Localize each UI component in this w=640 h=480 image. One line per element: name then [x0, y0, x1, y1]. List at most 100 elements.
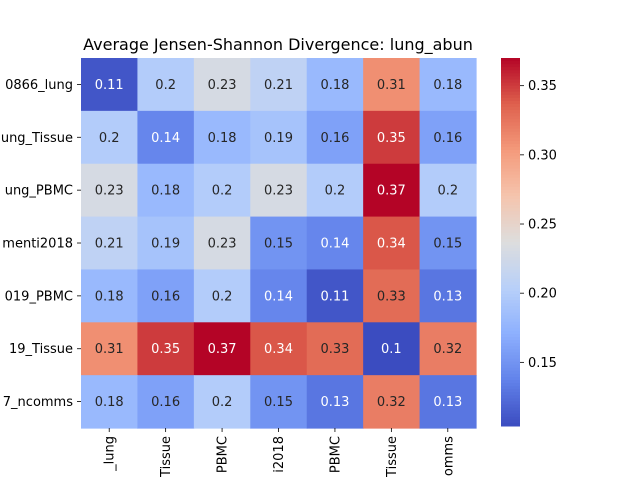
colorbar-segment	[501, 67, 520, 71]
colorbar-segment	[501, 174, 520, 179]
cell-value-label: 0.15	[433, 237, 462, 252]
colorbar-segment	[501, 159, 520, 163]
colorbar-segment	[501, 370, 520, 375]
heatmap-cell	[419, 163, 477, 218]
colorbar-segment	[501, 125, 520, 130]
cell-value-label: 0.11	[95, 78, 124, 93]
colorbar-segment	[501, 367, 520, 372]
colorbar-segment	[501, 404, 520, 409]
cell-value-label: 0.23	[208, 237, 237, 252]
colorbar-segment	[501, 153, 520, 157]
cell-value-label: 0.2	[212, 184, 233, 199]
x-tick-label: Tissue	[159, 436, 174, 478]
cell-value-label: 0.18	[151, 184, 180, 199]
colorbar-segment	[501, 361, 520, 366]
x-tick-label: i2018	[272, 436, 287, 473]
x-tick-label: PBMC	[216, 436, 231, 473]
x-tick-label: _lung	[103, 436, 118, 472]
heatmap-cell	[250, 322, 308, 376]
colorbar-segment	[501, 383, 520, 387]
cell-value-label: 0.15	[264, 237, 293, 252]
colorbar-tick-label: 0.35	[528, 79, 557, 94]
colorbar-segment	[501, 380, 520, 384]
colorbar-segment	[501, 232, 520, 237]
colorbar-segment	[501, 220, 520, 225]
colorbar-segment	[501, 128, 520, 133]
colorbar-segment	[501, 288, 520, 292]
colorbar-segment	[501, 177, 520, 182]
cell-value-label: 0.23	[264, 184, 293, 199]
colorbar-segment	[501, 312, 520, 317]
colorbar-segment	[501, 248, 520, 252]
heatmap-cell	[250, 163, 308, 218]
colorbar-segment	[501, 321, 520, 326]
colorbar-segment	[501, 318, 520, 323]
cell-value-label: 0.2	[212, 289, 233, 304]
heatmap-cell	[363, 163, 421, 218]
colorbar-segment	[501, 419, 520, 424]
heatmap-cell	[363, 110, 421, 165]
cell-value-label: 0.11	[320, 289, 349, 304]
cell-value-label: 0.18	[95, 289, 124, 304]
colorbar-segment	[501, 235, 520, 240]
cell-value-label: 0.33	[320, 342, 349, 357]
colorbar-segment	[501, 146, 520, 151]
cell-value-label: 0.34	[377, 237, 406, 252]
colorbar-segment	[501, 389, 520, 393]
colorbar-segment	[501, 76, 520, 80]
cell-value-label: 0.2	[437, 184, 458, 199]
colorbar-segment	[501, 358, 520, 363]
colorbar-segment	[501, 122, 520, 126]
colorbar-segment	[501, 300, 520, 304]
colorbar-segment	[501, 401, 520, 406]
colorbar-segment	[501, 306, 520, 310]
cell-value-label: 0.32	[433, 342, 462, 357]
cell-value-label: 0.21	[95, 237, 124, 252]
colorbar-segment	[501, 416, 520, 421]
colorbar-segment	[501, 165, 520, 169]
cell-value-label: 0.15	[264, 395, 293, 410]
heatmap-cell	[193, 163, 251, 218]
heatmap-cell	[419, 322, 477, 376]
cell-value-label: 0.13	[433, 289, 462, 304]
heatmap-cell	[419, 375, 477, 429]
colorbar-segment	[501, 349, 520, 353]
colorbar-tick-label: 0.30	[528, 148, 557, 163]
colorbar-segment	[501, 97, 520, 102]
colorbar-segment	[501, 364, 520, 369]
colorbar-segment	[501, 137, 520, 142]
colorbar-segment	[501, 395, 520, 399]
colorbar-segment	[501, 156, 520, 160]
cell-value-label: 0.19	[264, 131, 293, 146]
cell-value-label: 0.34	[264, 342, 293, 357]
colorbar-segment	[501, 183, 520, 188]
colorbar-segment	[501, 291, 520, 295]
heatmap-cell	[137, 110, 195, 165]
cell-value-label: 0.35	[151, 342, 180, 357]
colorbar-segment	[501, 199, 520, 203]
x-axis-ticks: _lung Tissue PBMC i2018 PBMC Tissue omms	[103, 428, 456, 478]
colorbar-segment	[501, 180, 520, 185]
colorbar-segment	[501, 251, 520, 255]
heatmap-cell	[363, 269, 421, 323]
heatmap-cell	[81, 163, 139, 218]
colorbar-segment	[501, 269, 520, 274]
colorbar-segment	[501, 171, 520, 176]
cell-value-label: 0.13	[320, 395, 349, 410]
colorbar-segment	[501, 278, 520, 283]
colorbar-segment	[501, 205, 520, 209]
y-axis-ticks: 0866_lung ung_Tissue ung_PBMC menti2018 019_…	[1, 78, 81, 410]
colorbar-segment	[501, 168, 520, 172]
colorbar-segment	[501, 143, 520, 148]
heatmap-cell	[81, 375, 139, 429]
colorbar-segment	[501, 61, 520, 65]
heatmap-cell	[250, 110, 308, 165]
x-tick-label: omms	[441, 436, 456, 476]
colorbar-segment	[501, 355, 520, 360]
y-tick-label: ung_PBMC	[5, 184, 73, 199]
heatmap-cell	[306, 110, 364, 165]
cell-value-label: 0.31	[377, 78, 406, 93]
heatmap-cell	[81, 58, 139, 112]
heatmap-cell	[419, 216, 477, 271]
